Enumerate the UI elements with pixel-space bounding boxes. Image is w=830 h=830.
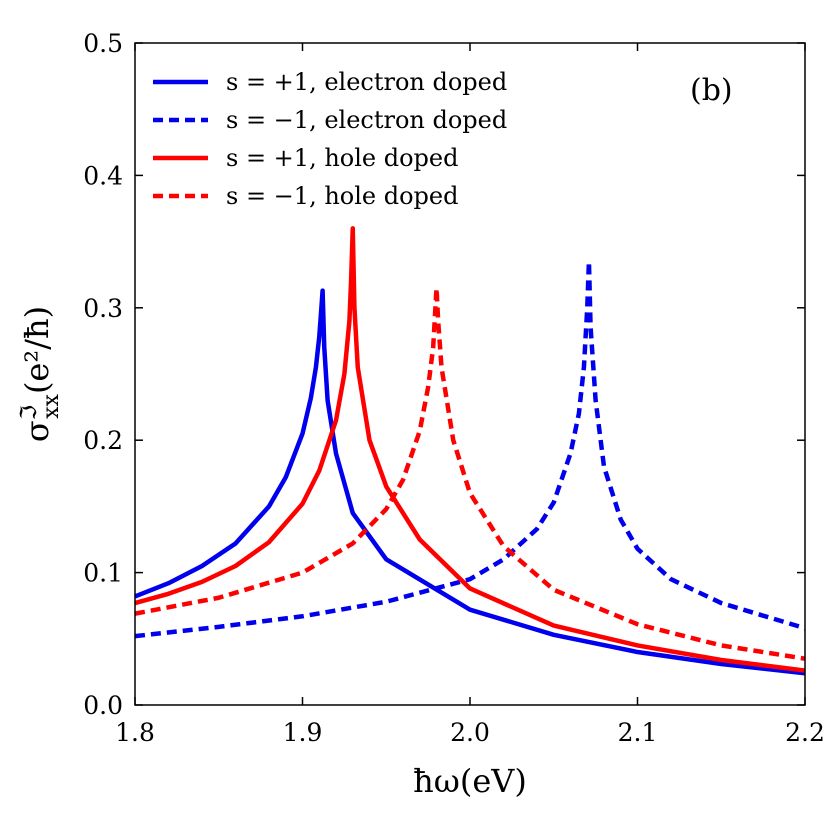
x-tick-label-0: 1.8 bbox=[115, 718, 155, 747]
y-tick-label-1: 0.1 bbox=[83, 559, 123, 588]
y-tick-label-4: 0.4 bbox=[83, 161, 123, 190]
legend-label-2: s = −1, electron doped bbox=[226, 106, 507, 134]
x-axis-label: ħω(eV) bbox=[413, 762, 527, 800]
y-axis-label-sub: xx bbox=[39, 393, 64, 418]
legend-label-3: s = +1, hole doped bbox=[226, 144, 458, 172]
x-tick-label-2: 2.0 bbox=[450, 718, 490, 747]
y-axis-label-sigma: σ bbox=[18, 420, 56, 442]
series-line-4 bbox=[134, 285, 806, 661]
series-line-1 bbox=[134, 288, 806, 676]
legend-label-4: s = −1, hole doped bbox=[226, 182, 458, 210]
y-tick-label-0: 0.0 bbox=[83, 691, 123, 720]
y-axis-label: σℑxx(e²/ħ) bbox=[17, 306, 64, 442]
legend: s = +1, electron doped s = −1, electron d… bbox=[153, 68, 507, 210]
y-axis-label-unit: (e²/ħ) bbox=[18, 306, 56, 394]
svg-text:σℑxx(e²/ħ): σℑxx(e²/ħ) bbox=[17, 306, 64, 442]
legend-label-1: s = +1, electron doped bbox=[226, 68, 507, 96]
y-tick-label-3: 0.3 bbox=[83, 294, 123, 323]
y-axis-label-super: ℑ bbox=[17, 405, 42, 420]
tick-layer: 1.8 1.9 2.0 2.1 2.2 0.0 0.1 0.2 0.3 0.4 0.5 bbox=[83, 29, 825, 747]
x-tick-label-4: 2.2 bbox=[785, 718, 825, 747]
x-tick-label-1: 1.9 bbox=[283, 718, 323, 747]
y-tick-label-2: 0.2 bbox=[83, 426, 123, 455]
plot-frame bbox=[134, 42, 806, 706]
x-tick-label-3: 2.1 bbox=[618, 718, 658, 747]
y-tick-label-5: 0.5 bbox=[83, 29, 123, 58]
panel-label: (b) bbox=[690, 73, 733, 108]
series-layer bbox=[134, 226, 806, 676]
series-line-3 bbox=[134, 226, 806, 673]
series-line-2 bbox=[134, 259, 806, 639]
